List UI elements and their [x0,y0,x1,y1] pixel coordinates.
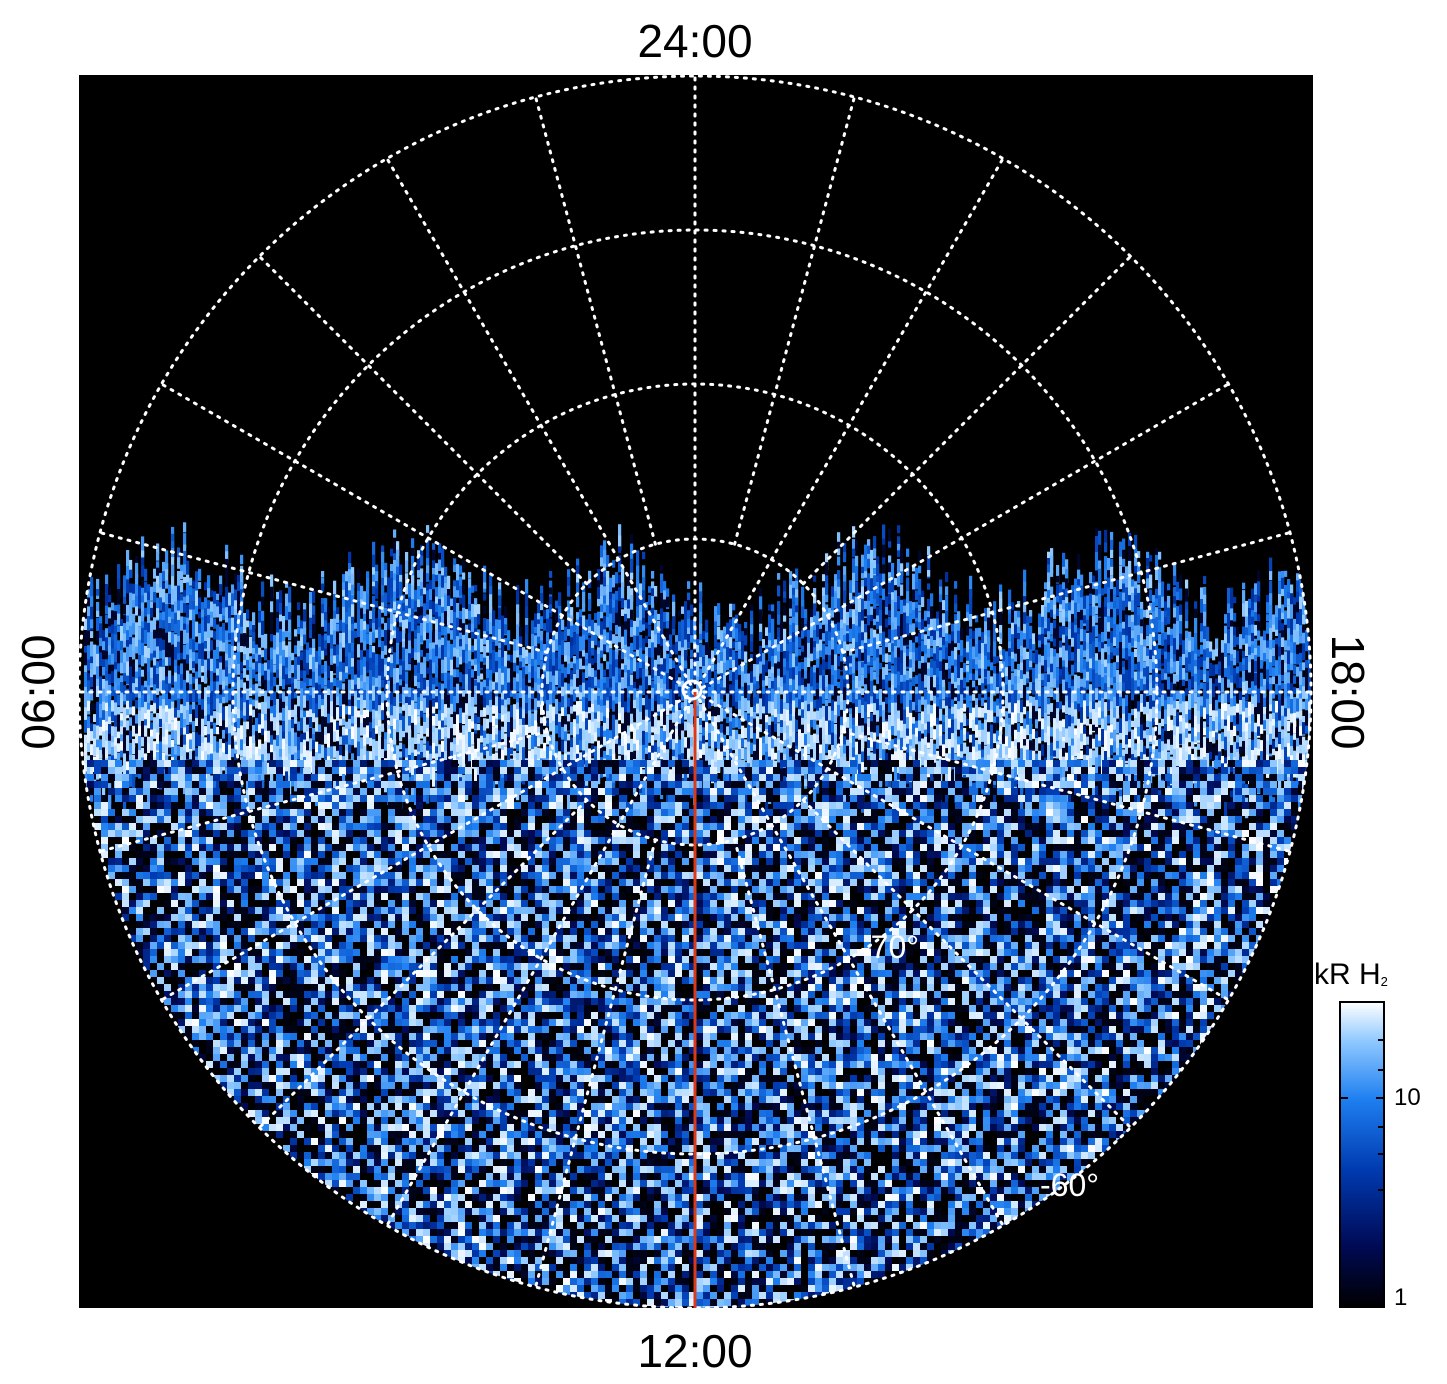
meridian-line-minor [257,254,589,586]
colorbar-title-text: kR H [1314,958,1381,991]
meridian-line [693,382,1230,694]
meridian-line-minor [733,95,856,546]
meridian-line [160,382,697,694]
meridian-line-minor [841,730,1292,853]
meridian-line [160,690,697,1002]
local-time-label-24: 24:00 [637,15,753,67]
colorbar-tick-1: 1 [1394,1284,1408,1311]
meridian-line-minor [733,838,856,1289]
colorbar-title-subscript: 2 [1380,974,1388,989]
pole-marker [681,679,703,701]
lat-label-60: -60° [1040,1167,1099,1203]
meridian-line-minor [801,798,1133,1130]
local-time-label-18: 18:00 [1322,634,1374,750]
meridian-line-minor [257,798,589,1130]
emission-map [84,522,1311,1308]
meridian-line [693,690,1005,1227]
colorbar [1339,1001,1385,1308]
colorbar-tick-10: 10 [1394,1084,1421,1111]
meridian-line [385,690,697,1227]
lat-circle [77,74,1313,1310]
meridian-line-minor [534,838,657,1289]
meridian-line-minor [801,254,1133,586]
local-time-label-12: 12:00 [637,1325,753,1377]
colorbar-ticks [1340,1039,1384,1191]
local-time-label-06: 06:00 [12,634,64,750]
meridian-line-minor [98,730,549,853]
meridian-line-minor [98,531,549,654]
lat-label-70: -70° [860,929,919,965]
meridian-line [693,157,1005,694]
meridian-line-minor [534,95,657,546]
colorbar-title: kR H2 [1314,958,1388,992]
meridian-line-minor [841,531,1292,654]
lat-lon-grid [77,74,1313,1310]
meridian-line [693,690,1230,1002]
meridian-line [385,157,697,694]
